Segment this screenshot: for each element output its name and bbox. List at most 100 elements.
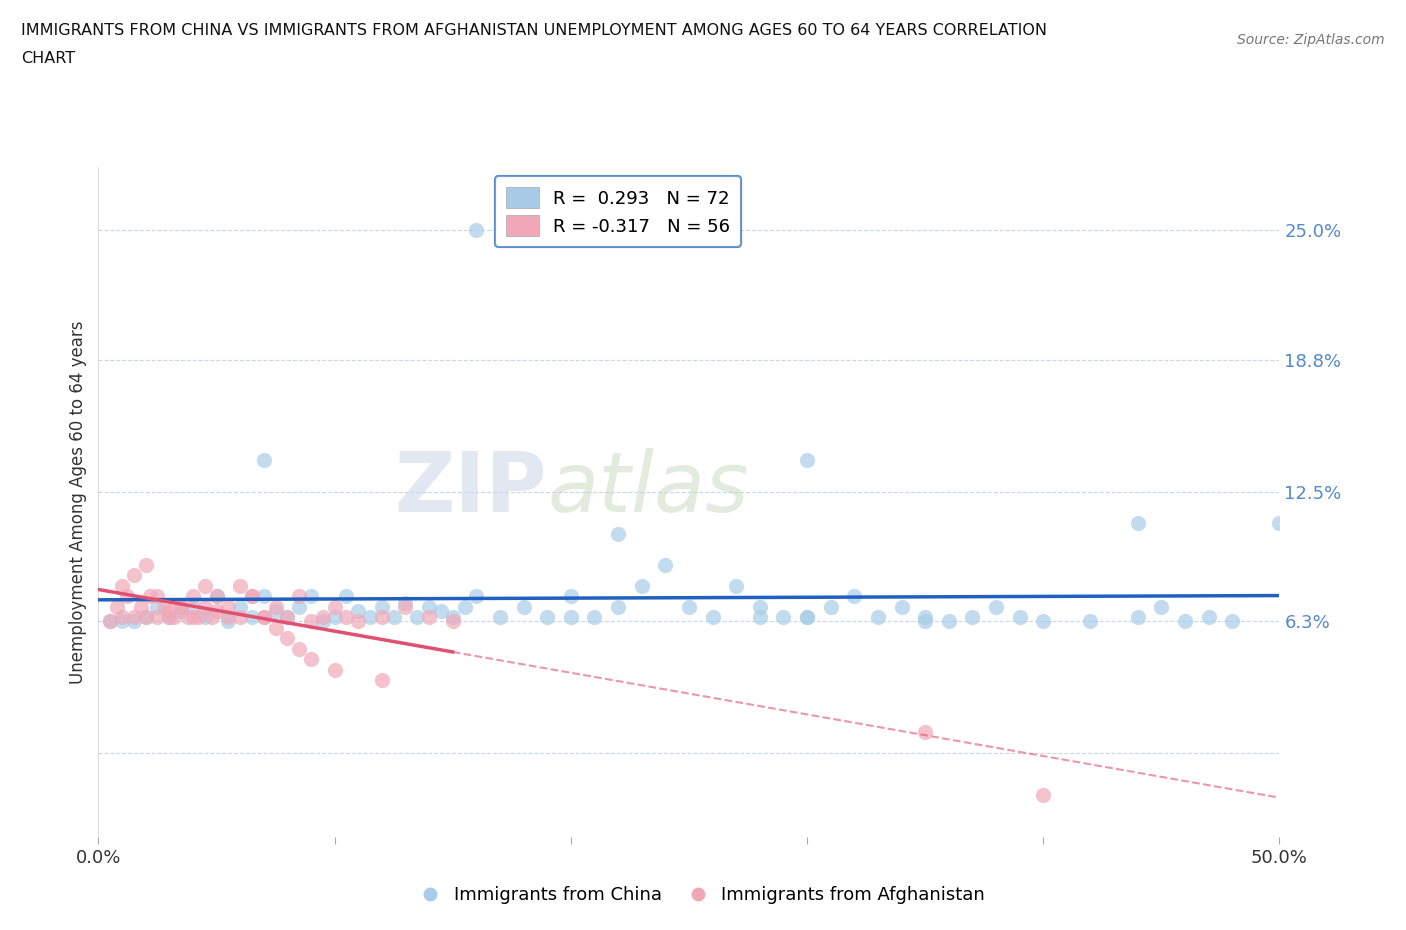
Point xyxy=(536,610,558,625)
Point xyxy=(181,589,204,604)
Point xyxy=(796,610,818,625)
Point xyxy=(299,614,322,629)
Point xyxy=(772,610,794,625)
Point xyxy=(135,558,157,573)
Point xyxy=(512,600,534,615)
Point xyxy=(465,223,488,238)
Point xyxy=(181,610,204,625)
Y-axis label: Unemployment Among Ages 60 to 64 years: Unemployment Among Ages 60 to 64 years xyxy=(69,321,87,684)
Point xyxy=(748,610,770,625)
Point xyxy=(153,600,176,615)
Point xyxy=(748,600,770,615)
Point xyxy=(796,610,818,625)
Point xyxy=(654,558,676,573)
Point xyxy=(205,604,228,618)
Point xyxy=(583,610,606,625)
Point xyxy=(205,589,228,604)
Point xyxy=(335,610,357,625)
Point xyxy=(914,610,936,625)
Point xyxy=(1032,788,1054,803)
Point xyxy=(441,614,464,629)
Point xyxy=(914,725,936,740)
Text: IMMIGRANTS FROM CHINA VS IMMIGRANTS FROM AFGHANISTAN UNEMPLOYMENT AMONG AGES 60 : IMMIGRANTS FROM CHINA VS IMMIGRANTS FROM… xyxy=(21,23,1047,38)
Point xyxy=(129,600,152,615)
Point xyxy=(1032,614,1054,629)
Point xyxy=(323,600,346,615)
Point xyxy=(105,600,128,615)
Point xyxy=(394,600,416,615)
Point xyxy=(229,600,252,615)
Point xyxy=(98,614,121,629)
Point xyxy=(607,526,630,541)
Point xyxy=(201,610,224,625)
Point xyxy=(240,589,263,604)
Point xyxy=(914,614,936,629)
Point xyxy=(489,610,512,625)
Point xyxy=(111,578,134,593)
Point xyxy=(240,589,263,604)
Point xyxy=(844,589,866,604)
Point xyxy=(253,453,276,468)
Point xyxy=(796,453,818,468)
Point xyxy=(170,600,193,615)
Point xyxy=(607,600,630,615)
Point xyxy=(1080,614,1102,629)
Point xyxy=(122,568,145,583)
Legend: R =  0.293   N = 72, R = -0.317   N = 56: R = 0.293 N = 72, R = -0.317 N = 56 xyxy=(495,177,741,247)
Point xyxy=(560,589,582,604)
Point xyxy=(1198,610,1220,625)
Point xyxy=(276,610,298,625)
Point xyxy=(264,600,287,615)
Point xyxy=(725,578,748,593)
Point xyxy=(560,610,582,625)
Point xyxy=(157,604,180,618)
Point xyxy=(194,610,217,625)
Text: Source: ZipAtlas.com: Source: ZipAtlas.com xyxy=(1237,33,1385,46)
Point xyxy=(253,589,276,604)
Point xyxy=(170,600,193,615)
Point xyxy=(288,600,311,615)
Point xyxy=(276,610,298,625)
Point xyxy=(299,589,322,604)
Point xyxy=(217,600,239,615)
Point xyxy=(465,589,488,604)
Point xyxy=(371,672,394,687)
Point xyxy=(335,589,357,604)
Point xyxy=(146,589,169,604)
Point xyxy=(111,610,134,625)
Point xyxy=(323,662,346,677)
Point xyxy=(1126,610,1149,625)
Point xyxy=(146,610,169,625)
Point xyxy=(163,610,186,625)
Point xyxy=(217,614,239,629)
Point xyxy=(702,610,724,625)
Point xyxy=(146,600,169,615)
Point xyxy=(394,595,416,610)
Point xyxy=(187,610,209,625)
Point xyxy=(122,610,145,625)
Point xyxy=(1126,516,1149,531)
Point xyxy=(678,600,700,615)
Text: CHART: CHART xyxy=(21,51,75,66)
Point xyxy=(157,610,180,625)
Point xyxy=(312,614,335,629)
Point xyxy=(288,642,311,657)
Text: atlas: atlas xyxy=(547,448,749,529)
Point xyxy=(1268,516,1291,531)
Point xyxy=(441,610,464,625)
Point xyxy=(229,578,252,593)
Point xyxy=(299,652,322,667)
Point xyxy=(135,610,157,625)
Point xyxy=(170,604,193,618)
Point xyxy=(205,589,228,604)
Point xyxy=(890,600,912,615)
Point xyxy=(371,600,394,615)
Point xyxy=(157,610,180,625)
Point xyxy=(194,578,217,593)
Point xyxy=(181,600,204,615)
Point xyxy=(288,589,311,604)
Point xyxy=(347,614,370,629)
Point xyxy=(217,610,239,625)
Point xyxy=(312,610,335,625)
Point xyxy=(382,610,405,625)
